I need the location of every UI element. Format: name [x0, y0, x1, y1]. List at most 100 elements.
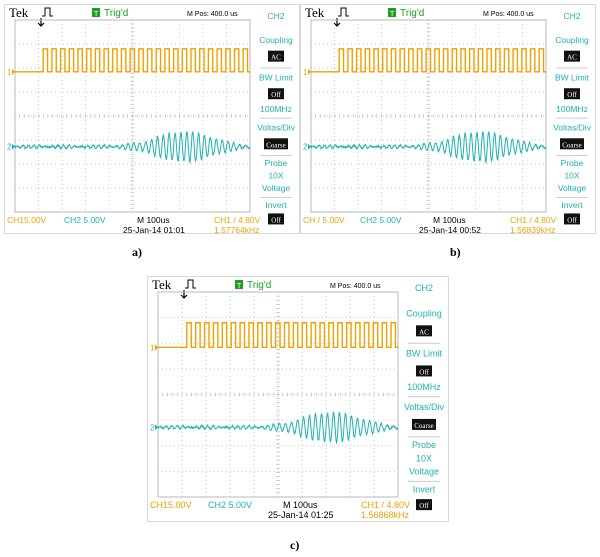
trig-status: Trig'd	[247, 280, 271, 291]
volts-div-value-button[interactable]: Coarse	[266, 141, 285, 149]
ch1-scale: CH15.00V	[7, 215, 47, 225]
ch1-scale: CH15.00V	[150, 500, 192, 510]
menu-title: CH2	[563, 11, 580, 21]
trigger-position-arrow-icon	[37, 18, 45, 27]
ch2-marker: 2	[150, 423, 155, 432]
bw-limit-label: BW Limit	[406, 349, 442, 359]
frequency-readout: 1.56839kHz	[510, 225, 555, 233]
trig-badge-letter: T	[390, 11, 395, 18]
scope-svg-c: Tek T Trig'd M Pos: 400.0 us 1 2 CH2 Coupling AC…	[150, 277, 445, 520]
bw-limit-value-button[interactable]: Off	[271, 91, 281, 99]
ch2-marker: 2	[7, 143, 12, 152]
menu-title: CH2	[267, 11, 284, 21]
coupling-value-button[interactable]: AC	[419, 328, 429, 336]
caption-a: a)	[132, 245, 142, 259]
probe-attenuation: 10X	[416, 453, 432, 463]
probe-kind: Voltage	[409, 467, 439, 477]
bw-limit-freq: 100MHz	[260, 104, 292, 114]
timebase: M 100us	[433, 215, 466, 225]
ch2-marker-arrow-icon	[155, 424, 158, 431]
invert-label: Invert	[265, 200, 287, 210]
frequency-readout: 1.56868kHz	[361, 510, 410, 520]
scope-svg-b: Tek T Trig'd M Pos: 400.0 us 1 2 CH2 Coupling AC…	[303, 5, 592, 233]
invert-label: Invert	[413, 485, 436, 495]
bw-limit-freq: 100MHz	[407, 382, 441, 392]
ch1-waveform	[158, 322, 398, 349]
m-pos-readout: M Pos: 400.0 us	[330, 283, 381, 290]
datetime: 25-Jan-14 00:52	[419, 225, 481, 233]
coupling-value-button[interactable]: AC	[271, 54, 281, 62]
trig-status: Trig'd	[104, 8, 128, 19]
trig-badge-letter: T	[237, 283, 242, 290]
oscilloscope-screen-a: Tek T Trig'd M Pos: 400.0 us 1 2 CH2 Coupling AC…	[4, 4, 300, 234]
invert-value-button[interactable]: Off	[271, 216, 281, 224]
oscilloscope-screen-b: Tek T Trig'd M Pos: 400.0 us 1 2 CH2 Coupling AC…	[300, 4, 596, 234]
ch1-scale: CH / 5.00V	[303, 215, 345, 225]
graticule	[14, 19, 251, 213]
volts-div-label: Voltas/Div	[553, 123, 592, 133]
volts-div-value-button[interactable]: Coarse	[414, 422, 433, 430]
channel-menu[interactable]: CH2 Coupling AC BW Limit Off 100MHz Voltas/Div…	[404, 283, 445, 511]
trigger-level: CH1 / 4.80V	[214, 215, 261, 225]
m-pos-readout: M Pos: 400.0 us	[483, 11, 534, 18]
brand-label: Tek	[152, 277, 172, 292]
volts-div-label: Voltas/Div	[404, 402, 445, 412]
caption-b: b)	[450, 245, 461, 259]
probe-kind: Voltage	[558, 183, 587, 193]
trig-badge	[388, 8, 396, 17]
ch1-marker: 1	[150, 343, 155, 352]
trig-badge	[92, 8, 100, 17]
trigger-edge-icon	[42, 7, 53, 17]
bw-limit-label: BW Limit	[259, 73, 294, 83]
scope-svg-a: Tek T Trig'd M Pos: 400.0 us 1 2 CH2 Coupling AC…	[7, 5, 296, 233]
trigger-level: CH1 / 4.80V	[510, 215, 557, 225]
ch2-scale: CH2 5.00V	[208, 500, 252, 510]
probe-attenuation: 10X	[268, 171, 283, 181]
coupling-label: Coupling	[406, 309, 442, 319]
brand-label: Tek	[9, 5, 29, 20]
ch1-marker-arrow-icon	[155, 344, 158, 351]
invert-value-button[interactable]: Off	[419, 502, 429, 510]
invert-value-button[interactable]: Off	[567, 216, 577, 224]
invert-label: Invert	[561, 200, 583, 210]
trig-status: Trig'd	[400, 8, 424, 19]
m-pos-readout: M Pos: 400.0 us	[187, 11, 238, 18]
ch1-marker: 1	[7, 68, 12, 77]
coupling-label: Coupling	[259, 35, 293, 45]
ch1-marker-arrow-icon	[308, 68, 311, 75]
ch1-waveform	[311, 48, 546, 73]
volts-div-value-button[interactable]: Coarse	[562, 141, 581, 149]
trigger-edge-icon	[338, 7, 349, 17]
ch2-marker-arrow-icon	[12, 143, 15, 150]
trigger-position-arrow-icon	[333, 18, 341, 27]
probe-label: Probe	[412, 440, 436, 450]
ch2-marker: 2	[303, 143, 308, 152]
trigger-level: CH1 / 4.80V	[361, 500, 410, 510]
bw-limit-value-button[interactable]: Off	[567, 91, 577, 99]
ch1-marker: 1	[303, 68, 308, 77]
probe-label: Probe	[561, 158, 584, 168]
oscilloscope-screen-c: Tek T Trig'd M Pos: 400.0 us 1 2 CH2 Coupling AC…	[147, 276, 449, 522]
datetime: 25-Jan-14 01:25	[268, 510, 334, 520]
datetime: 25-Jan-14 01:01	[123, 225, 185, 233]
brand-label: Tek	[305, 5, 325, 20]
ch1-marker-arrow-icon	[12, 68, 15, 75]
ch2-waveform	[14, 130, 251, 165]
trig-badge-letter: T	[94, 11, 99, 18]
trig-badge	[235, 280, 243, 289]
timebase: M 100us	[283, 500, 318, 510]
ch2-waveform	[310, 130, 547, 165]
ch2-marker-arrow-icon	[308, 143, 311, 150]
bw-limit-value-button[interactable]: Off	[419, 368, 429, 376]
coupling-value-button[interactable]: AC	[567, 54, 577, 62]
ch2-scale: CH2 5.00V	[360, 215, 402, 225]
ch1-waveform	[15, 48, 250, 73]
bw-limit-label: BW Limit	[555, 73, 590, 83]
volts-div-label: Voltas/Div	[257, 123, 296, 133]
probe-label: Probe	[265, 158, 288, 168]
menu-title: CH2	[415, 283, 433, 293]
probe-kind: Voltage	[262, 183, 291, 193]
channel-menu[interactable]: CH2 Coupling AC BW Limit Off 100MHz Voltas/Div…	[257, 11, 296, 225]
channel-menu[interactable]: CH2 Coupling AC BW Limit Off 100MHz Voltas/Div…	[553, 11, 592, 225]
frequency-readout: 1.57764kHz	[214, 225, 259, 233]
